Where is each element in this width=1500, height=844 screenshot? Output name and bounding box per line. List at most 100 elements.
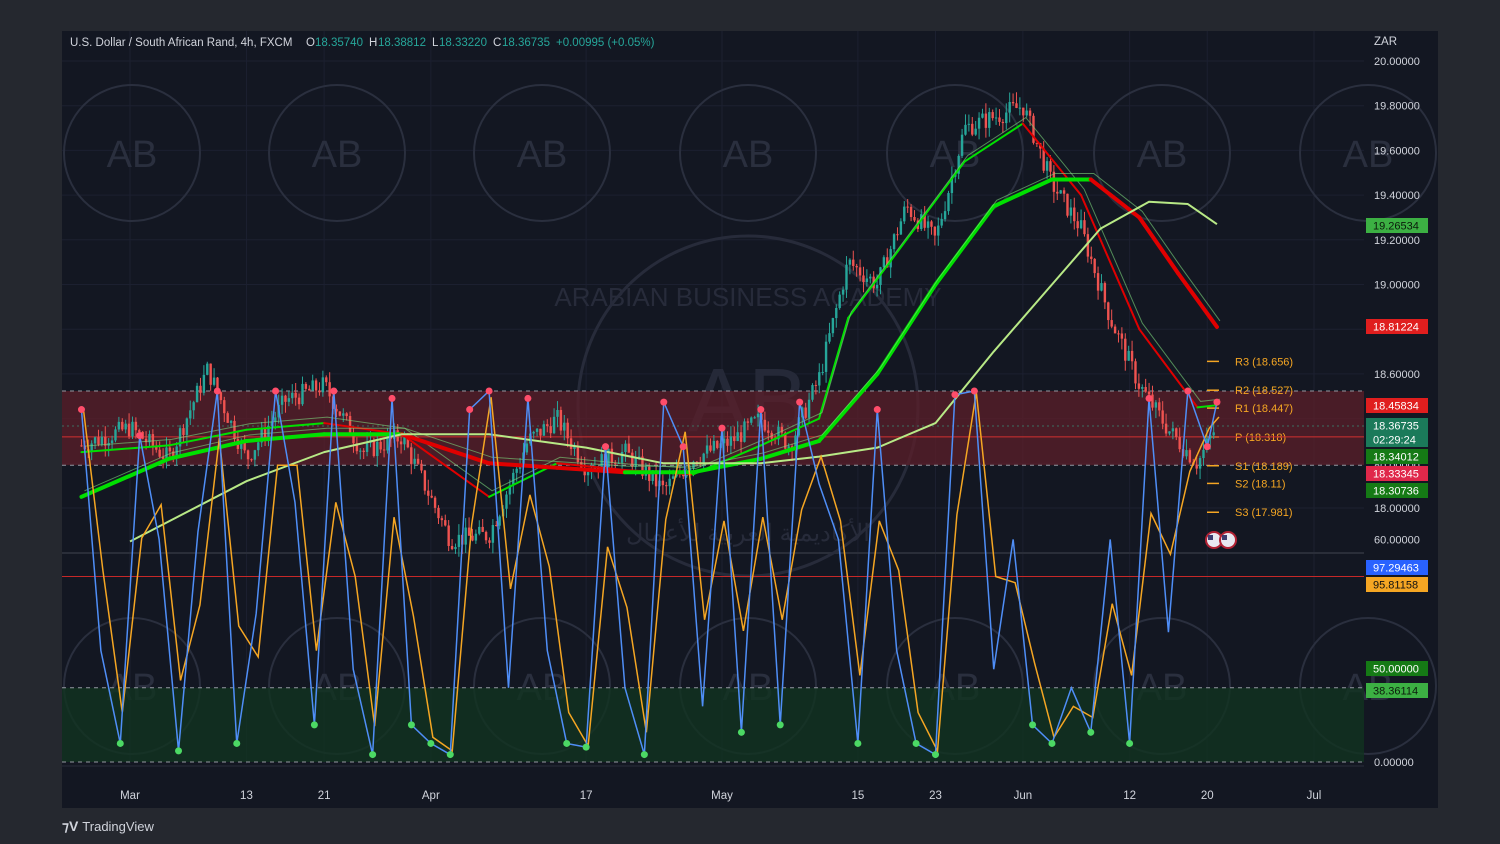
candle-body xyxy=(155,446,158,450)
candle-body xyxy=(692,461,695,469)
candle-body xyxy=(270,421,274,426)
candle-body xyxy=(964,124,967,135)
candle-body xyxy=(960,134,964,156)
candle-body xyxy=(144,438,148,443)
candle-body xyxy=(1022,107,1025,116)
candle-body xyxy=(355,443,359,452)
symbol-title[interactable]: U.S. Dollar / South African Rand, 4h, FX… xyxy=(70,37,292,49)
candle-body xyxy=(899,221,903,235)
candle-body xyxy=(175,446,178,459)
time-axis-label: 23 xyxy=(929,790,942,802)
candle-body xyxy=(240,442,243,449)
candle-body xyxy=(127,423,131,437)
stoch-overbought-dot xyxy=(485,387,493,395)
candle-body xyxy=(1198,458,1202,469)
candle-body xyxy=(151,434,155,447)
stoch-k-line xyxy=(80,389,1218,756)
candle-body xyxy=(328,382,331,397)
candle-body xyxy=(1209,435,1212,439)
candle-body xyxy=(546,424,549,427)
candle-body xyxy=(294,392,297,398)
candle-body xyxy=(512,472,515,486)
candle-body xyxy=(199,385,202,393)
candle-body xyxy=(321,377,325,393)
candle-body xyxy=(233,420,236,440)
stoch-oversold-dot xyxy=(310,721,318,729)
candle-body xyxy=(746,421,750,423)
stoch-axis-label: 60.00000 xyxy=(1374,534,1420,546)
candle-body xyxy=(566,422,569,439)
candle-body xyxy=(403,437,406,445)
candle-body xyxy=(722,438,726,444)
ma-medium-segment xyxy=(79,456,171,499)
candle-body xyxy=(1151,394,1154,408)
candle-body xyxy=(1042,148,1045,171)
candle-body xyxy=(614,462,617,464)
price-tag-label: 02:29:24 xyxy=(1373,435,1416,447)
candle-body xyxy=(841,289,845,295)
ma-medium-segment xyxy=(817,371,880,443)
candle-body xyxy=(1018,107,1022,109)
candle-body xyxy=(539,428,542,436)
candle-body xyxy=(192,402,195,411)
candle-body xyxy=(291,392,294,399)
candle-body xyxy=(229,420,233,423)
candle-body xyxy=(756,413,760,418)
stoch-overbought-dot xyxy=(951,391,959,399)
event-flags[interactable] xyxy=(1205,531,1237,549)
candle-body xyxy=(930,221,933,227)
candle-body xyxy=(688,468,692,471)
candle-body xyxy=(338,411,342,416)
candle-body xyxy=(260,427,263,443)
candle-body xyxy=(1025,110,1028,116)
tradingview-logo[interactable]: ⁊V TradingView xyxy=(62,818,154,835)
candle-body xyxy=(892,234,896,250)
ma-medium-segment xyxy=(875,282,938,376)
price-axis-label: 18.00000 xyxy=(1374,503,1420,515)
ma-medium-segment xyxy=(690,456,763,475)
candle-body xyxy=(376,441,379,457)
candle-body xyxy=(661,480,665,486)
stoch-overbought-dot xyxy=(1203,443,1211,451)
candle-body xyxy=(1001,121,1005,124)
ma-fast-segment xyxy=(167,428,248,447)
price-tag-label: 18.81224 xyxy=(1373,322,1419,334)
candle-body xyxy=(189,410,192,419)
candle-body xyxy=(314,380,318,391)
candle-body xyxy=(824,341,828,372)
ma-medium-segment xyxy=(991,177,1054,209)
chart-svg[interactable]: ABABABABABABABABABABABABABABABARABIAN BU… xyxy=(62,31,1438,808)
candle-body xyxy=(318,390,321,393)
candle-body xyxy=(784,432,787,449)
time-axis-label: 15 xyxy=(851,790,864,802)
candle-body xyxy=(1175,428,1178,438)
stoch-oversold-dot xyxy=(175,747,183,755)
pivot-label: S1 (18.189) xyxy=(1235,461,1292,473)
candle-body xyxy=(750,417,753,423)
candle-body xyxy=(386,436,389,451)
time-axis[interactable]: Mar 13 21 Apr 17 May 15 23 Jun 12 20 Jul xyxy=(62,765,1364,802)
stoch-oversold-dot xyxy=(737,728,745,736)
candle-body xyxy=(93,437,97,444)
candle-body xyxy=(807,399,811,418)
candles[interactable] xyxy=(80,92,1215,557)
stoch-overbought-dot xyxy=(136,432,144,440)
time-axis-label: Jun xyxy=(1014,790,1033,802)
stoch-oversold-dot xyxy=(932,751,940,759)
candle-body xyxy=(457,534,461,547)
ma-fast-segment xyxy=(400,433,491,498)
time-axis-label: Jul xyxy=(1307,790,1322,802)
candle-body xyxy=(1120,333,1124,339)
ma-fast-segment xyxy=(905,160,966,241)
watermark-seal xyxy=(63,84,201,222)
stoch-overbought-dot xyxy=(602,443,610,451)
candle-body xyxy=(835,308,838,319)
chart-panel[interactable]: ABABABABABABABABABABABABABABABARABIAN BU… xyxy=(62,31,1438,808)
candle-body xyxy=(202,374,206,393)
ma-ribbon-line xyxy=(84,116,1221,492)
candle-body xyxy=(1161,410,1164,424)
price-tag-bg xyxy=(1366,466,1428,481)
candle-body xyxy=(852,259,855,266)
candle-body xyxy=(382,449,386,451)
ohlc-h-label: H xyxy=(369,37,377,49)
